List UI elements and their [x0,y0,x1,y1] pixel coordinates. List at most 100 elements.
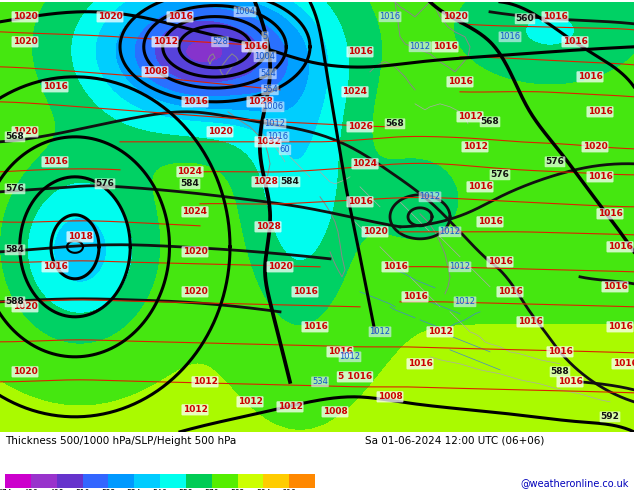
Text: 1028: 1028 [247,98,273,106]
Text: 474: 474 [0,489,12,490]
Text: 1004: 1004 [254,52,276,61]
Text: 568: 568 [481,117,500,126]
Text: 576: 576 [491,171,510,179]
Text: 1020: 1020 [363,227,387,236]
Text: 1004: 1004 [235,7,256,16]
Text: 1008: 1008 [323,407,347,416]
Text: 558: 558 [179,489,193,490]
Text: 1012: 1012 [439,227,460,236]
Text: 1016: 1016 [598,209,623,219]
Text: 544: 544 [260,69,276,78]
Text: 1020: 1020 [183,247,207,256]
Text: 1016: 1016 [347,48,372,56]
Text: 1024: 1024 [183,207,207,216]
Bar [186,474,212,488]
Text: 1016: 1016 [42,262,67,271]
Text: 1016: 1016 [607,322,633,331]
Text: 1016: 1016 [243,42,268,51]
Bar [5,474,31,488]
Text: 584: 584 [281,177,299,186]
Text: 1012: 1012 [339,352,361,361]
Text: 568: 568 [6,132,24,141]
Text: 546: 546 [153,489,167,490]
Text: 570: 570 [204,489,219,490]
Text: 592: 592 [600,412,619,421]
Text: 582: 582 [230,489,245,490]
Text: 1016: 1016 [328,347,353,356]
Text: 1016: 1016 [379,12,401,22]
Text: 5: 5 [262,32,268,41]
Text: 1020: 1020 [13,127,37,136]
Text: 1016: 1016 [432,42,458,51]
Text: 1016: 1016 [42,82,67,91]
Text: 576: 576 [6,184,25,194]
Text: 1016: 1016 [403,293,427,301]
Text: 594: 594 [256,489,271,490]
Text: 1024: 1024 [178,167,202,176]
Text: 1016: 1016 [268,132,288,141]
Bar [289,474,316,488]
Text: 1028: 1028 [256,222,280,231]
Text: 1016: 1016 [588,172,612,181]
Text: 1016: 1016 [167,12,193,22]
Text: 498: 498 [49,489,64,490]
Text: 554: 554 [262,85,278,95]
Text: 1018: 1018 [68,232,93,242]
Text: 1016: 1016 [292,287,318,296]
Text: 1012: 1012 [458,112,482,122]
Text: 534: 534 [312,377,328,386]
Text: 1016: 1016 [562,37,588,47]
Text: 588: 588 [550,368,569,376]
Text: 1012: 1012 [193,377,217,386]
Text: 1016: 1016 [467,182,493,191]
Text: 1020: 1020 [13,302,37,311]
Text: 1020: 1020 [268,262,292,271]
Text: 584: 584 [181,179,200,188]
Text: 528: 528 [212,37,228,47]
Text: 1016: 1016 [347,197,372,206]
Text: 1006: 1006 [262,102,283,111]
Text: 1016: 1016 [543,12,567,22]
Text: 1020: 1020 [98,12,122,22]
Text: 1016: 1016 [500,32,521,41]
Text: 1020: 1020 [13,37,37,47]
Text: 1020: 1020 [583,142,607,151]
Text: 1020: 1020 [13,368,37,376]
Text: 522: 522 [101,489,115,490]
Text: 1016: 1016 [408,359,432,368]
Bar [108,474,134,488]
Text: 1028: 1028 [252,177,278,186]
Text: Thickness 500/1000 hPa/SLP/Height 500 hPa: Thickness 500/1000 hPa/SLP/Height 500 hP… [5,436,236,446]
Text: 534: 534 [127,489,141,490]
Text: 576: 576 [96,179,115,188]
Text: 1016: 1016 [477,218,502,226]
Text: 1020: 1020 [183,287,207,296]
Text: 1020: 1020 [207,127,233,136]
Text: 584: 584 [6,245,25,254]
Text: 1016: 1016 [607,243,633,251]
Text: 1012: 1012 [264,120,285,128]
Text: 588: 588 [6,297,24,306]
Text: 1008: 1008 [378,392,403,401]
Text: 1012: 1012 [153,37,178,47]
Text: 1016: 1016 [498,287,522,296]
Text: 576: 576 [546,157,564,166]
Text: 1024: 1024 [353,159,377,169]
Text: 1016: 1016 [557,377,583,386]
Text: 568: 568 [385,120,404,128]
Bar [56,474,83,488]
Text: 1008: 1008 [143,67,167,76]
Text: 510: 510 [75,489,90,490]
Text: Sa 01-06-2024 12:00 UTC (06+06): Sa 01-06-2024 12:00 UTC (06+06) [365,436,545,446]
Text: 1012: 1012 [420,193,441,201]
Text: 1012: 1012 [455,297,476,306]
Text: 1016: 1016 [488,257,512,267]
Text: 1012: 1012 [463,142,488,151]
Bar [134,474,160,488]
Text: 60: 60 [280,146,290,154]
Text: 1012: 1012 [238,397,262,406]
Text: 1016: 1016 [548,347,573,356]
Text: 1012: 1012 [410,42,430,51]
Text: 1012: 1012 [370,327,391,336]
Bar [31,474,57,488]
